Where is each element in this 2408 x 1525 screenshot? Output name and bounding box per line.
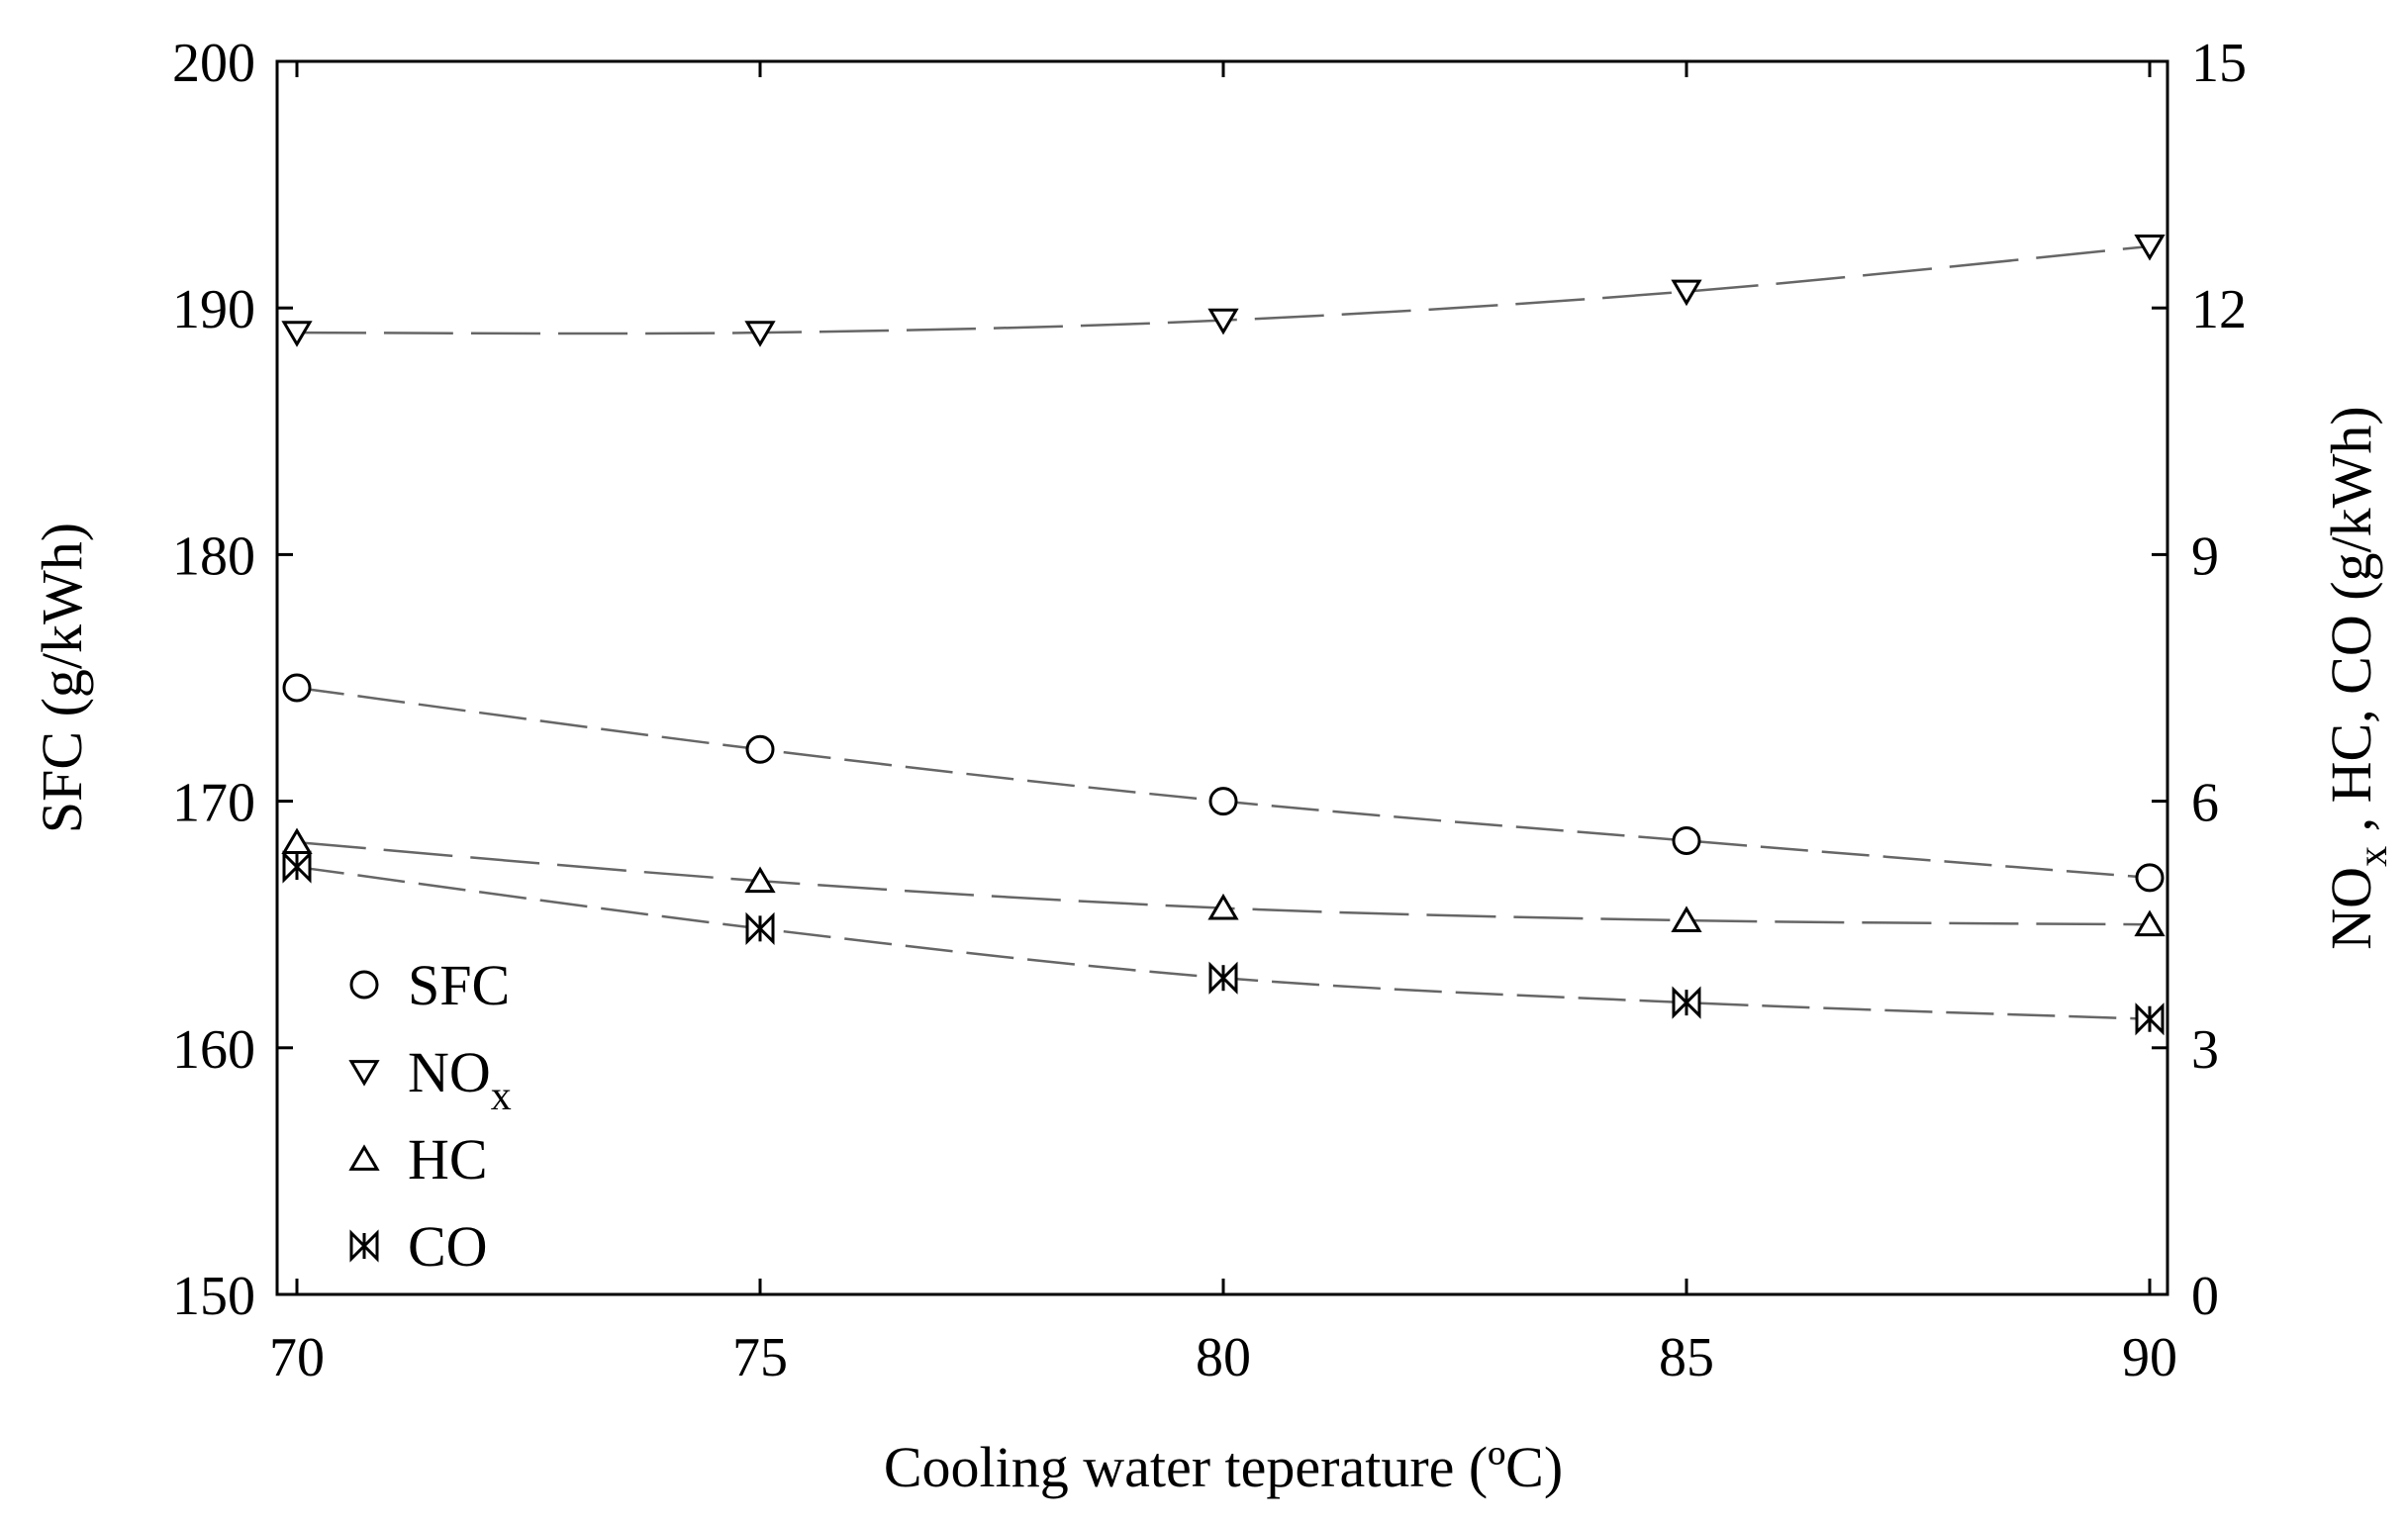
legend-label-hc-name: HC bbox=[408, 1127, 488, 1191]
data-point-hc bbox=[1207, 893, 1239, 920]
y-axis-right-title-sub: x bbox=[2351, 846, 2396, 867]
data-point-co bbox=[745, 911, 775, 945]
x-tick-label: 85 bbox=[1659, 1327, 1714, 1388]
y-axis-right-title-no: NO bbox=[2319, 867, 2383, 950]
data-point-no bbox=[744, 321, 776, 347]
x-tick-label: 90 bbox=[2122, 1327, 2177, 1388]
y-right-tick-label: 9 bbox=[2191, 525, 2219, 587]
legend-marker-hc bbox=[348, 1144, 380, 1171]
data-point-no bbox=[281, 321, 313, 347]
data-point-no bbox=[1207, 308, 1239, 335]
data-point-no bbox=[1671, 279, 1702, 307]
legend-label-co-name: CO bbox=[408, 1214, 488, 1279]
data-point-co bbox=[1208, 961, 1238, 995]
legend-marker-co bbox=[349, 1229, 379, 1263]
series-line-sfc bbox=[296, 686, 2151, 880]
legend-label-sfc: SFC bbox=[408, 953, 510, 1017]
data-point-co-shape bbox=[1672, 986, 1701, 1019]
y-left-tick-label: 180 bbox=[172, 525, 255, 587]
legend-marker-no bbox=[348, 1060, 380, 1087]
legend-label-sfc-name: SFC bbox=[408, 953, 510, 1017]
legend-label-hc: HC bbox=[408, 1127, 488, 1191]
data-point-sfc bbox=[2135, 863, 2165, 893]
x-tick-label: 70 bbox=[269, 1327, 325, 1388]
y-axis-right-title: NOx , HC, CO (g/kWh) bbox=[2319, 406, 2396, 949]
series-line-co bbox=[296, 865, 2151, 1020]
y-axis-right-title-rest: , HC, CO (g/kWh) bbox=[2319, 406, 2383, 846]
data-point-hc bbox=[744, 866, 776, 894]
data-point-no bbox=[2134, 235, 2166, 261]
y-right-tick-label: 15 bbox=[2191, 33, 2247, 94]
data-point-sfc bbox=[1672, 825, 1701, 855]
legend-label-no-sub: x bbox=[491, 1074, 512, 1119]
plot-frame bbox=[275, 59, 2169, 1296]
data-point-co bbox=[282, 850, 312, 884]
y-left-tick-label: 190 bbox=[172, 279, 255, 340]
legend-label-co: CO bbox=[408, 1214, 488, 1279]
y-left-tick-label: 200 bbox=[172, 33, 255, 94]
y-left-tick-label: 170 bbox=[172, 773, 255, 834]
data-point-hc bbox=[281, 827, 313, 855]
series-markers bbox=[281, 235, 2166, 1036]
data-point-co bbox=[2135, 1002, 2165, 1036]
x-axis-title: Cooling water teperature (ºC) bbox=[884, 1435, 1563, 1499]
x-tick-label: 75 bbox=[732, 1327, 788, 1388]
y-left-tick-label: 150 bbox=[172, 1266, 255, 1327]
data-point-sfc bbox=[745, 734, 775, 764]
y-right-tick-label: 0 bbox=[2191, 1266, 2219, 1327]
ticks-layer: 70 75 80 85 90 150 160 170 180 190 200 0 3 6 9 12 15 bbox=[172, 33, 2247, 1388]
y-right-tick-label: 6 bbox=[2191, 773, 2219, 834]
y-left-tick-label: 160 bbox=[172, 1019, 255, 1081]
legend-marker-sfc bbox=[349, 970, 379, 1000]
data-point-hc bbox=[2134, 909, 2166, 937]
data-point-co bbox=[1672, 986, 1701, 1019]
data-point-sfc bbox=[282, 673, 312, 703]
data-point-hc bbox=[1671, 905, 1702, 932]
legend-label-no: NOx bbox=[408, 1040, 512, 1119]
data-point-sfc bbox=[1208, 787, 1238, 816]
y-right-tick-label: 12 bbox=[2191, 279, 2247, 340]
legend-label-no-name: NO bbox=[408, 1040, 491, 1104]
y-right-tick-label: 3 bbox=[2191, 1019, 2219, 1081]
y-axis-left-title: SFC (g/kWh) bbox=[30, 523, 94, 833]
x-tick-label: 80 bbox=[1196, 1327, 1251, 1388]
